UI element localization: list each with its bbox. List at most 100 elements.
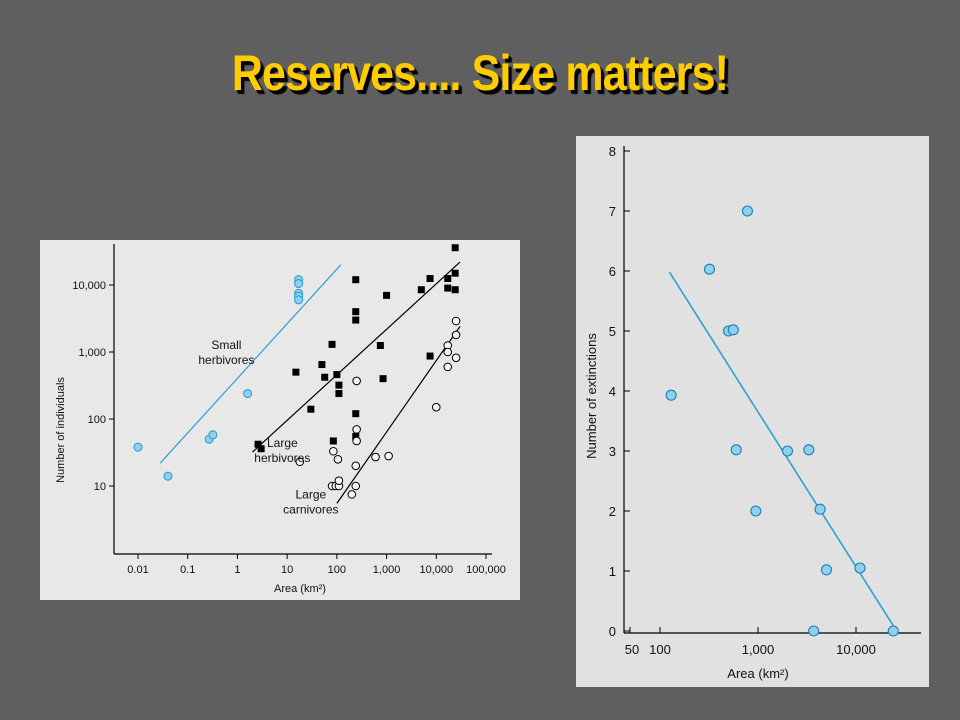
right-chart: 0 1 2 3 4 5 6 7 8 50 100 1,000 10,000 Area (km²) Numbe… xyxy=(584,144,921,681)
data-point-square xyxy=(417,286,425,294)
data-point-open-circle xyxy=(347,490,357,499)
data-point-open-circle xyxy=(334,476,344,485)
data-point-square xyxy=(376,342,384,350)
data-point-square xyxy=(451,269,459,277)
data-point-square xyxy=(451,286,459,294)
data-point-square xyxy=(352,308,360,316)
data-point-square xyxy=(352,276,360,284)
x-tick-label: 100,000 xyxy=(466,564,506,576)
data-point-open-circle xyxy=(451,353,461,363)
slide-title: Reserves.... Size matters! xyxy=(231,45,729,101)
data-point-blue-circle xyxy=(803,444,815,456)
data-point-square xyxy=(352,410,360,418)
data-point-square xyxy=(426,275,434,283)
annotation-3: carnivores xyxy=(283,503,338,517)
data-point-blue-circle xyxy=(730,444,742,456)
annotation-1: herbivores xyxy=(198,353,254,367)
data-point-square xyxy=(292,368,300,376)
data-point-blue-circle xyxy=(294,295,304,305)
data-point-blue-circle xyxy=(814,503,826,515)
x-tick-label: 10,000 xyxy=(419,564,453,576)
data-point-open-circle xyxy=(451,316,461,326)
data-point-blue-circle xyxy=(741,205,753,217)
y-tick-label: 6 xyxy=(609,264,616,279)
y-tick-label: 3 xyxy=(609,444,616,459)
x-axis-label: Area (km²) xyxy=(274,583,326,595)
data-point-square xyxy=(444,284,452,292)
data-point-square xyxy=(307,405,315,413)
x-tick-label: 1,000 xyxy=(742,642,775,657)
x-tick-label: 100 xyxy=(328,564,346,576)
data-point-blue-circle xyxy=(133,442,143,452)
y-tick-label: 10 xyxy=(94,481,106,493)
y-tick-label: 2 xyxy=(609,504,616,519)
annotation-2: herbivores xyxy=(254,451,310,465)
data-point-blue-circle xyxy=(781,445,794,457)
data-point-open-circle xyxy=(371,452,380,462)
y-tick-label: 5 xyxy=(609,324,616,339)
y-tick-label: 100 xyxy=(88,414,106,426)
y-axis-label: Number of extinctions xyxy=(584,333,599,459)
data-point-open-circle xyxy=(451,330,461,340)
x-tick-label: 50 xyxy=(625,642,639,657)
left-chart-panel: 10 100 1,000 10,000 0.01 0.1 1 10 100 1,000 10,000… xyxy=(40,240,520,600)
data-point-open-circle xyxy=(352,376,361,386)
data-point-square xyxy=(426,352,434,360)
data-point-open-circle xyxy=(351,481,361,491)
data-point-square xyxy=(352,316,360,324)
data-point-square xyxy=(329,437,337,445)
data-point-square xyxy=(383,291,391,299)
right-chart-panel: 0 1 2 3 4 5 6 7 8 50 100 1,000 10,000 Area (km²) Numbe… xyxy=(576,136,929,687)
trend-line-3 xyxy=(336,326,461,504)
data-point-square xyxy=(333,371,341,379)
data-point-square xyxy=(254,440,262,448)
data-point-square xyxy=(451,244,459,252)
data-point-open-circle xyxy=(384,451,393,461)
left-chart: 10 100 1,000 10,000 0.01 0.1 1 10 100 1,000 10,000… xyxy=(55,244,506,595)
data-point-blue-circle xyxy=(243,388,253,399)
x-tick-label: 10,000 xyxy=(836,642,876,657)
x-tick-label: 0.1 xyxy=(180,564,195,576)
y-tick-label: 1 xyxy=(609,564,616,579)
data-point-blue-circle xyxy=(854,562,866,574)
data-point-blue-circle xyxy=(727,324,739,336)
data-point-blue-circle xyxy=(887,625,899,637)
annotation-1: Small xyxy=(211,338,241,352)
annotation-3: Large xyxy=(296,488,327,502)
data-point-square xyxy=(335,390,343,398)
x-tick-label: 100 xyxy=(649,642,671,657)
x-tick-label: 10 xyxy=(281,564,293,576)
trend-line-2 xyxy=(251,261,461,453)
data-point-blue-circle xyxy=(808,625,820,637)
data-point-open-circle xyxy=(443,347,453,357)
data-point-blue-circle xyxy=(294,279,304,289)
data-point-blue-circle xyxy=(665,389,677,401)
y-tick-label: 4 xyxy=(609,384,616,399)
data-point-open-circle xyxy=(351,461,361,471)
data-point-open-circle xyxy=(329,446,338,456)
y-tick-label: 7 xyxy=(609,204,616,219)
data-point-square xyxy=(318,361,326,369)
y-tick-label: 1,000 xyxy=(78,347,106,359)
trend-line-1 xyxy=(159,264,342,464)
data-point-open-circle xyxy=(443,362,453,372)
x-tick-label: 1 xyxy=(234,564,240,576)
data-point-open-circle xyxy=(352,436,361,446)
data-point-square xyxy=(352,432,360,440)
data-point-square xyxy=(335,381,343,389)
data-point-blue-circle xyxy=(820,564,833,576)
x-tick-label: 1,000 xyxy=(373,564,401,576)
data-point-square xyxy=(328,340,336,348)
y-tick-label: 8 xyxy=(609,144,616,159)
data-point-square xyxy=(321,373,329,381)
data-point-open-circle xyxy=(333,455,343,464)
data-point-blue-circle xyxy=(750,505,762,517)
data-point-open-circle xyxy=(295,457,305,467)
data-point-square xyxy=(379,375,387,383)
data-point-open-circle xyxy=(431,402,441,412)
y-axis-label: Number of individuals xyxy=(55,377,67,483)
data-point-open-circle xyxy=(352,425,361,434)
data-point-blue-circle xyxy=(163,471,173,481)
y-tick-label: 10,000 xyxy=(72,280,106,292)
data-point-blue-circle xyxy=(208,430,218,440)
